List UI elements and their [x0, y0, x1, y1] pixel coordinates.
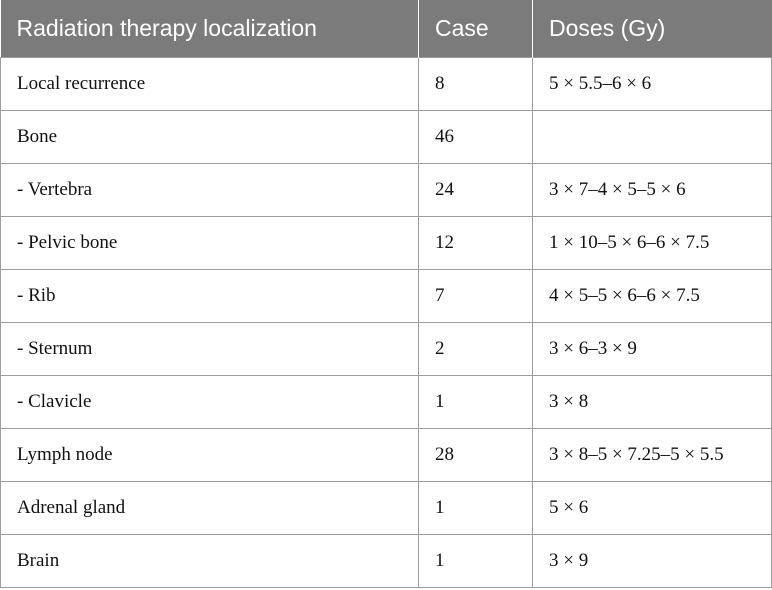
table-body: Local recurrence 8 5 × 5.5–6 × 6 Bone 46…: [0, 56, 772, 588]
table-row: - Pelvic bone 12 1 × 10–5 × 6–6 × 7.5: [0, 215, 772, 270]
localization-cell: Bone: [0, 109, 419, 164]
table-row: - Clavicle 1 3 × 8: [0, 374, 772, 429]
case-cell: 1: [418, 480, 533, 535]
localization-cell: Lymph node: [0, 427, 419, 482]
case-cell: 1: [418, 374, 533, 429]
case-cell: 2: [418, 321, 533, 376]
localization-cell: Brain: [0, 533, 419, 588]
table-row: Adrenal gland 1 5 × 6: [0, 480, 772, 535]
header-case: Case: [418, 0, 533, 57]
localization-cell: - Pelvic bone: [0, 215, 419, 270]
case-cell: 1: [418, 533, 533, 588]
table-row: Lymph node 28 3 × 8–5 × 7.25–5 × 5.5: [0, 427, 772, 482]
table-row: - Rib 7 4 × 5–5 × 6–6 × 7.5: [0, 268, 772, 323]
doses-cell: 5 × 6: [532, 480, 772, 535]
doses-cell: 3 × 6–3 × 9: [532, 321, 772, 376]
case-cell: 7: [418, 268, 533, 323]
table-header: Radiation therapy localization Case Dose…: [0, 0, 772, 57]
doses-cell: 5 × 5.5–6 × 6: [532, 56, 772, 111]
doses-cell: 4 × 5–5 × 6–6 × 7.5: [532, 268, 772, 323]
header-row: Radiation therapy localization Case Dose…: [0, 0, 772, 57]
doses-cell: 3 × 8: [532, 374, 772, 429]
table-row: - Vertebra 24 3 × 7–4 × 5–5 × 6: [0, 162, 772, 217]
table-row: Local recurrence 8 5 × 5.5–6 × 6: [0, 56, 772, 111]
case-cell: 46: [418, 109, 533, 164]
localization-cell: - Vertebra: [0, 162, 419, 217]
case-cell: 8: [418, 56, 533, 111]
doses-cell: 3 × 7–4 × 5–5 × 6: [532, 162, 772, 217]
doses-cell: 3 × 8–5 × 7.25–5 × 5.5: [532, 427, 772, 482]
table-row: Bone 46: [0, 109, 772, 164]
case-cell: 28: [418, 427, 533, 482]
case-cell: 24: [418, 162, 533, 217]
doses-cell: 3 × 9: [532, 533, 772, 588]
header-doses: Doses (Gy): [532, 0, 772, 57]
case-cell: 12: [418, 215, 533, 270]
table-row: - Sternum 2 3 × 6–3 × 9: [0, 321, 772, 376]
localization-cell: Local recurrence: [0, 56, 419, 111]
localization-cell: - Rib: [0, 268, 419, 323]
localization-cell: - Sternum: [0, 321, 419, 376]
header-localization: Radiation therapy localization: [0, 0, 419, 57]
doses-cell: [532, 109, 772, 164]
localization-cell: - Clavicle: [0, 374, 419, 429]
doses-cell: 1 × 10–5 × 6–6 × 7.5: [532, 215, 772, 270]
localization-cell: Adrenal gland: [0, 480, 419, 535]
table-row: Brain 1 3 × 9: [0, 533, 772, 588]
